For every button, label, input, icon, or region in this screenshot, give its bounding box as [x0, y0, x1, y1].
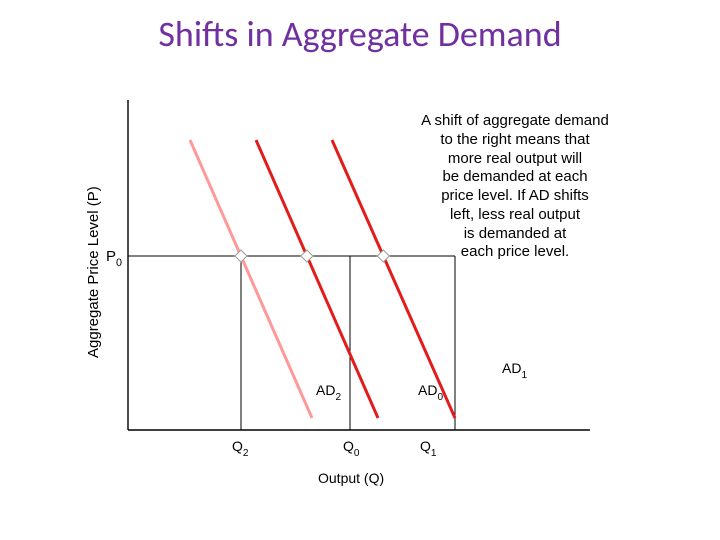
- marker-AD0: [301, 250, 313, 262]
- chart-svg: [0, 0, 720, 540]
- label-AD0: AD0: [418, 382, 443, 402]
- label-Q0: Q0: [343, 438, 360, 458]
- label-AD2: AD2: [316, 382, 341, 402]
- label-AD1: AD1: [502, 360, 527, 380]
- slide-root: { "title": { "text": "Shifts in Aggregat…: [0, 0, 720, 540]
- marker-AD2: [235, 250, 247, 262]
- label-Q1: Q1: [420, 438, 437, 458]
- label-Q2: Q2: [232, 438, 249, 458]
- curve-AD2: [190, 140, 312, 418]
- curve-AD0: [256, 140, 378, 418]
- marker-AD1: [377, 250, 389, 262]
